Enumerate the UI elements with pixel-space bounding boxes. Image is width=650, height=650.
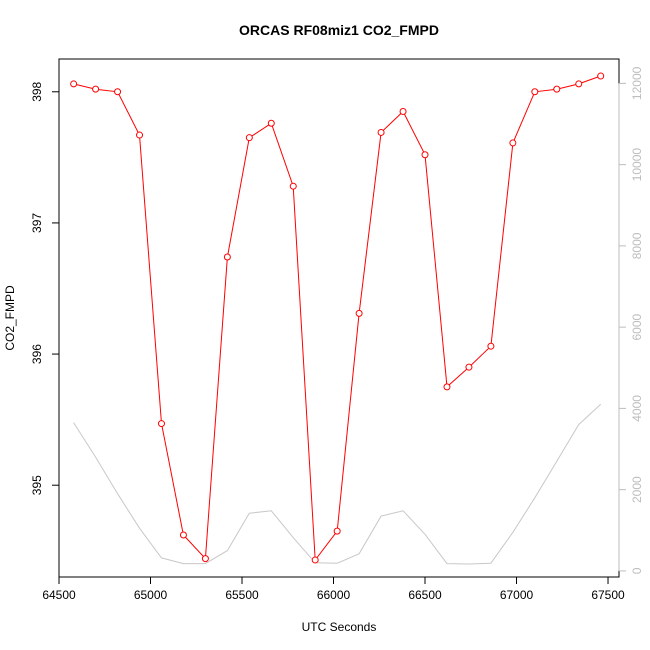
co2-data-point: [531, 88, 539, 96]
co2-data-point: [114, 88, 122, 96]
y-axis-right: 0 2000 4000 6000 8000 10000 12000: [618, 66, 644, 574]
y-tick-label: 395: [30, 475, 44, 495]
co2-data-point: [575, 80, 583, 88]
x-axis: 64500 65000 65500 66000 66500 67000 67500: [42, 576, 625, 602]
x-tick-label: 64500: [42, 588, 76, 602]
x-tick-label: 65000: [134, 588, 168, 602]
co2-data-point: [443, 383, 451, 391]
y-tick-label: 397: [30, 213, 44, 233]
plot-frame: [58, 58, 620, 578]
co2-series-line: [73, 75, 601, 562]
x-tick-label: 67500: [591, 588, 625, 602]
x-tick-label: 66500: [408, 588, 442, 602]
co2-data-point: [509, 139, 517, 147]
chart-title: ORCAS RF08miz1 CO2_FMPD: [239, 22, 439, 38]
co2-data-point: [355, 309, 363, 317]
y2-tick-label: 0: [630, 567, 644, 574]
co2-data-point: [179, 531, 187, 539]
co2-data-point: [157, 420, 165, 428]
co2-data-point: [289, 182, 297, 190]
co2-data-point: [333, 527, 341, 535]
co2-data-point: [245, 134, 253, 142]
x-tick-label: 65500: [225, 588, 259, 602]
co2-data-point: [201, 555, 209, 563]
gray-series-line: [73, 403, 602, 565]
y2-tick-label: 10000: [630, 148, 644, 182]
x-tick-label: 67000: [500, 588, 534, 602]
co2-data-point: [223, 253, 231, 261]
co2-data-point: [553, 85, 561, 93]
series-layer: [70, 72, 605, 565]
co2-data-point: [267, 119, 275, 127]
co2-data-point: [311, 556, 319, 564]
y-axis-label: CO2_FMPD: [3, 285, 17, 351]
co2-data-point: [421, 151, 429, 159]
y-tick-label: 396: [30, 344, 44, 364]
co2-data-point: [399, 107, 407, 115]
y2-tick-label: 6000: [630, 313, 644, 340]
y2-tick-label: 12000: [630, 66, 644, 100]
co2-data-point: [92, 85, 100, 93]
co2-data-point: [377, 128, 385, 136]
co2-data-point: [136, 131, 144, 139]
co2-data-point: [70, 80, 78, 88]
y2-tick-label: 4000: [630, 395, 644, 422]
co2-data-point: [465, 363, 473, 371]
y2-tick-label: 8000: [630, 232, 644, 259]
x-tick-label: 66000: [317, 588, 351, 602]
y-tick-label: 398: [30, 81, 44, 101]
x-axis-label: UTC Seconds: [302, 620, 377, 634]
y2-tick-label: 2000: [630, 476, 644, 503]
co2-data-point: [597, 72, 605, 80]
y-axis-left: 395 396 397 398: [30, 81, 60, 495]
co2-data-point: [487, 342, 495, 350]
